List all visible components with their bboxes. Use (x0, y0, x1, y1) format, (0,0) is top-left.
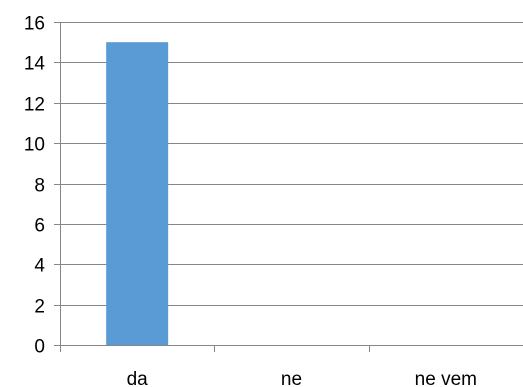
bar-da (106, 42, 169, 345)
y-tick-label-16: 16 (24, 14, 45, 35)
y-tick-label-4: 4 (34, 256, 45, 277)
y-tick-label-10: 10 (24, 135, 45, 156)
x-tick-label-ne-vem: ne vem (415, 369, 477, 387)
y-tick-labels: 0 2 4 6 8 10 12 14 16 (24, 14, 46, 358)
axes (54, 22, 523, 352)
y-tick-label-0: 0 (34, 337, 45, 358)
x-tick-label-da: da (127, 369, 149, 387)
y-tick-label-14: 14 (24, 54, 46, 75)
y-tick-label-6: 6 (34, 216, 45, 237)
x-tick-label-ne: ne (281, 369, 302, 387)
y-tick-label-2: 2 (34, 297, 45, 318)
y-tick-label-12: 12 (24, 95, 45, 116)
x-tick-labels: da ne ne vem (127, 369, 477, 387)
y-tick-label-8: 8 (34, 176, 45, 197)
bars (106, 42, 169, 345)
